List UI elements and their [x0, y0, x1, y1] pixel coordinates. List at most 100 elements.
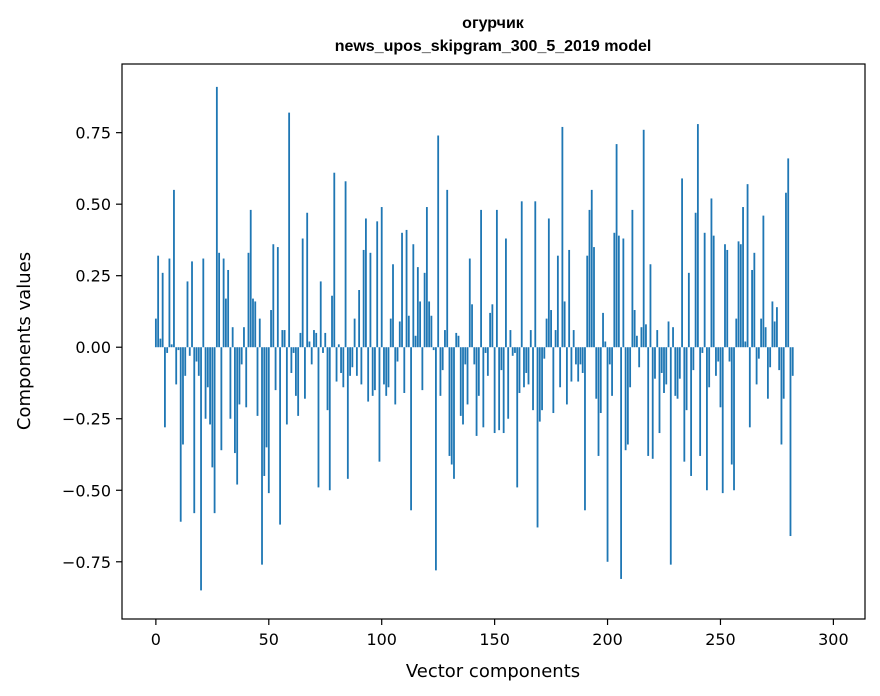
- bar: [665, 347, 668, 385]
- bar: [439, 347, 442, 396]
- bar: [288, 112, 291, 348]
- bar: [405, 229, 408, 348]
- bar: [344, 181, 347, 348]
- bar: [606, 347, 609, 562]
- bar: [778, 347, 781, 371]
- bar: [491, 304, 494, 348]
- x-axis-label: Vector components: [406, 661, 580, 682]
- bar: [222, 258, 225, 348]
- bar: [256, 347, 259, 416]
- bar: [493, 347, 496, 434]
- bar: [538, 347, 541, 422]
- bar: [593, 247, 595, 348]
- bar: [527, 347, 530, 385]
- bar: [258, 318, 261, 348]
- bar: [570, 347, 573, 382]
- bar: [764, 327, 767, 348]
- bar: [423, 272, 426, 348]
- bar: [177, 347, 180, 351]
- bar: [785, 192, 787, 348]
- bar: [733, 347, 735, 491]
- bars-group: [154, 86, 794, 591]
- bar: [660, 347, 663, 373]
- bar: [563, 301, 566, 348]
- bar: [254, 301, 257, 348]
- bar: [310, 347, 313, 365]
- bar: [656, 330, 659, 348]
- bar: [324, 332, 327, 348]
- bar: [724, 244, 726, 348]
- bar: [267, 347, 270, 494]
- bar: [748, 347, 751, 428]
- bar: [498, 347, 501, 431]
- bar: [200, 347, 202, 591]
- bar: [457, 335, 460, 348]
- bar: [394, 347, 397, 405]
- bar: [328, 347, 331, 491]
- bar: [374, 347, 376, 391]
- bar: [283, 330, 286, 348]
- y-tick-label: 0.75: [75, 124, 111, 143]
- bar: [179, 347, 182, 522]
- bar: [450, 347, 453, 465]
- bar: [755, 347, 758, 385]
- bar: [514, 347, 516, 353]
- bar: [687, 272, 690, 348]
- bar: [383, 347, 385, 385]
- bar: [249, 209, 252, 348]
- bar: [638, 347, 641, 368]
- y-tick-label: 0.00: [75, 338, 111, 357]
- bar: [629, 347, 632, 388]
- bar: [525, 347, 528, 373]
- bar: [355, 347, 358, 376]
- bar: [234, 347, 236, 454]
- bar: [279, 347, 281, 525]
- chart-title-line2: news_upos_skipgram_300_5_2019 model: [335, 38, 652, 55]
- bar: [209, 347, 211, 425]
- bar: [676, 347, 679, 399]
- bar: [642, 129, 645, 348]
- bar: [367, 347, 370, 402]
- bar: [419, 301, 422, 348]
- bar: [238, 347, 241, 405]
- x-tick-label: 0: [151, 630, 161, 649]
- bar: [245, 347, 248, 408]
- bar: [744, 341, 747, 348]
- bar: [475, 347, 478, 436]
- bar: [211, 347, 214, 468]
- bar: [182, 347, 184, 445]
- bar: [159, 338, 162, 348]
- bar: [301, 238, 304, 348]
- bar: [509, 330, 512, 348]
- bar: [294, 347, 297, 396]
- bar: [297, 347, 300, 416]
- bar: [554, 330, 557, 348]
- bar: [626, 347, 629, 445]
- bar: [568, 249, 571, 348]
- bar: [507, 347, 510, 419]
- bar: [604, 341, 607, 348]
- bar: [263, 347, 266, 476]
- bar: [371, 347, 374, 396]
- bar: [486, 347, 489, 376]
- bar: [545, 318, 548, 348]
- bar: [360, 347, 363, 385]
- bar: [769, 347, 772, 368]
- bar: [773, 321, 776, 348]
- bar: [358, 290, 361, 348]
- bar: [290, 347, 293, 373]
- bar: [410, 347, 412, 511]
- bar: [624, 347, 627, 451]
- bar: [511, 347, 514, 356]
- bar: [213, 347, 216, 514]
- bar: [602, 312, 604, 348]
- bar: [692, 347, 695, 371]
- bar: [471, 304, 473, 348]
- bar: [595, 347, 598, 399]
- bar: [622, 238, 625, 348]
- bar: [516, 347, 519, 488]
- bar: [326, 347, 329, 411]
- bar: [543, 347, 546, 359]
- bar: [285, 347, 288, 425]
- bar: [227, 269, 230, 348]
